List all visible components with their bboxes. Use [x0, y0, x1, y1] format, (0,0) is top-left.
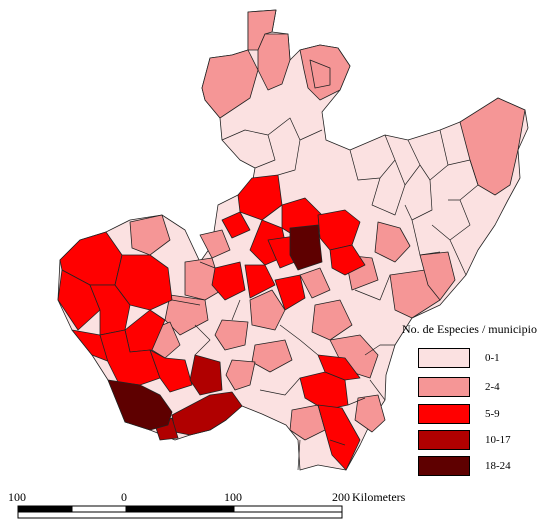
legend-item-2-4: 2-4 [418, 377, 500, 397]
legend-item-18-24: 18-24 [418, 456, 511, 476]
municipality-regions [57, 9, 529, 471]
scale-segment-2 [71, 505, 127, 513]
scale-bar [17, 505, 343, 519]
legend-swatch [418, 377, 470, 397]
legend-label: 5-9 [485, 408, 500, 420]
scale-segment-4 [233, 505, 343, 513]
legend-item-5-9: 5-9 [418, 404, 500, 424]
legend-label: 0-1 [485, 352, 500, 364]
scale-tick-label: 0 [121, 490, 127, 504]
legend-item-10-17: 10-17 [418, 430, 511, 450]
scale-tick-label: 200 [332, 490, 350, 504]
legend-label: 18-24 [485, 460, 511, 472]
scale-tick-label: 100 [224, 490, 242, 504]
legend-label: 2-4 [485, 381, 500, 393]
class-18-24-regions [107, 224, 323, 431]
legend-swatch [418, 404, 470, 424]
legend-item-0-1: 0-1 [418, 348, 500, 368]
municipal-borders [171, 117, 479, 471]
class-2-4-regions [129, 9, 526, 441]
scale-segment-3 [125, 505, 235, 513]
legend-label: 10-17 [485, 434, 511, 446]
legend-title: No. de Especies / municipio [402, 322, 537, 336]
scale-segment-1 [17, 505, 73, 513]
legend-swatch [418, 348, 470, 368]
scale-tick-label: 100 [8, 490, 26, 504]
legend-swatch [418, 456, 470, 476]
scale-unit-label: Kilometers [352, 490, 406, 504]
legend-swatch [418, 430, 470, 450]
